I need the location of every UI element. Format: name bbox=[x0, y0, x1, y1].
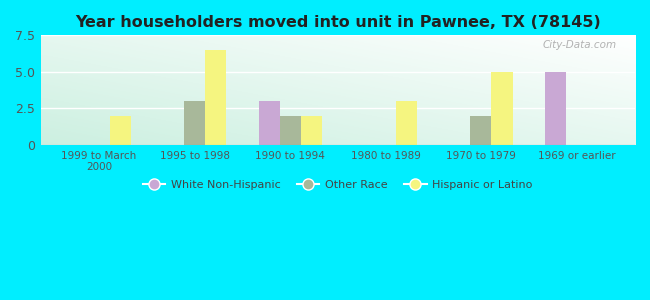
Bar bbox=[471, 116, 491, 145]
Bar bbox=[205, 50, 226, 145]
Bar bbox=[491, 72, 512, 145]
Bar bbox=[280, 116, 300, 145]
Bar bbox=[545, 72, 566, 145]
Bar bbox=[184, 101, 205, 145]
Bar bbox=[110, 116, 131, 145]
Bar bbox=[491, 72, 512, 145]
Text: City-Data.com: City-Data.com bbox=[543, 40, 617, 50]
Bar bbox=[471, 116, 491, 145]
Bar bbox=[300, 116, 322, 145]
Title: Year householders moved into unit in Pawnee, TX (78145): Year householders moved into unit in Paw… bbox=[75, 15, 601, 30]
Bar bbox=[205, 50, 226, 145]
Bar bbox=[545, 72, 566, 145]
Bar bbox=[280, 116, 300, 145]
Bar bbox=[110, 116, 131, 145]
Legend: White Non-Hispanic, Other Race, Hispanic or Latino: White Non-Hispanic, Other Race, Hispanic… bbox=[138, 176, 537, 194]
Bar bbox=[396, 101, 417, 145]
Bar bbox=[396, 101, 417, 145]
Bar bbox=[259, 101, 280, 145]
Bar bbox=[300, 116, 322, 145]
Bar bbox=[184, 101, 205, 145]
Bar bbox=[259, 101, 280, 145]
